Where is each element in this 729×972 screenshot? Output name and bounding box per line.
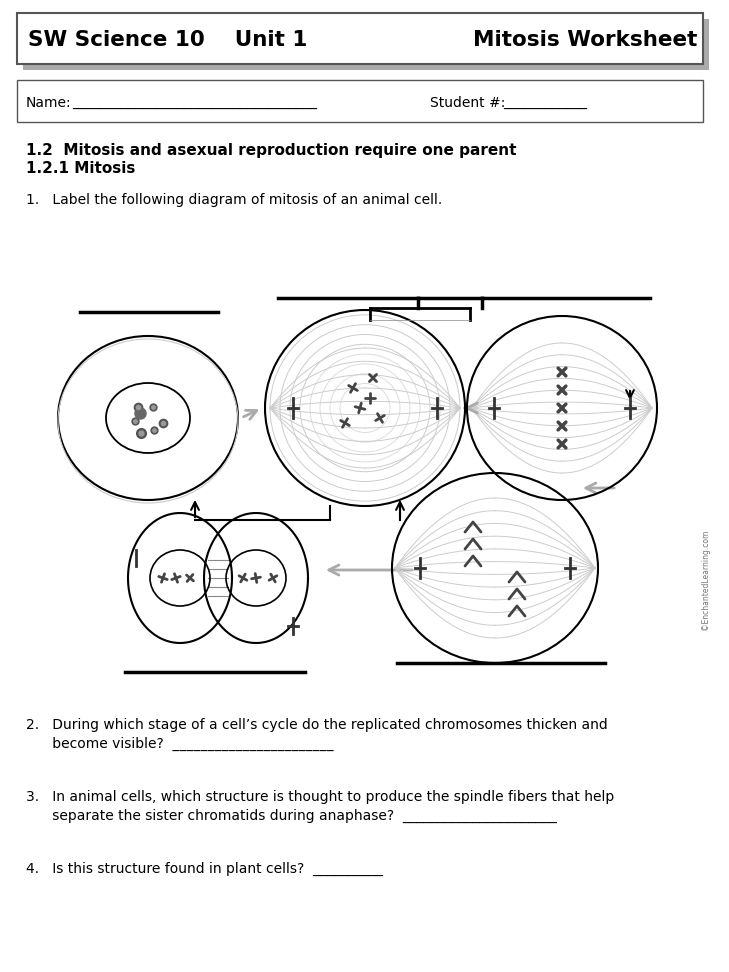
Text: 2.   During which stage of a cell’s cycle do the replicated chromosomes thicken : 2. During which stage of a cell’s cycle … [26,718,608,732]
Text: Student #:: Student #: [430,96,505,110]
Text: become visible?  _______________________: become visible? _______________________ [26,737,333,751]
Text: Mitosis Worksheet: Mitosis Worksheet [472,30,697,50]
Text: 4.   Is this structure found in plant cells?  __________: 4. Is this structure found in plant cell… [26,862,383,876]
Text: 1.   Label the following diagram of mitosis of an animal cell.: 1. Label the following diagram of mitosi… [26,193,443,207]
Text: 1.2  Mitosis and asexual reproduction require one parent: 1.2 Mitosis and asexual reproduction req… [26,143,517,158]
Text: separate the sister chromatids during anaphase?  ______________________: separate the sister chromatids during an… [26,809,557,823]
Text: ____________: ____________ [503,96,587,110]
FancyBboxPatch shape [17,13,703,64]
Text: ___________________________________: ___________________________________ [72,96,317,110]
Text: Name:: Name: [26,96,71,110]
Text: 3.   In animal cells, which structure is thought to produce the spindle fibers t: 3. In animal cells, which structure is t… [26,790,615,804]
Text: 1.2.1 Mitosis: 1.2.1 Mitosis [26,161,136,176]
FancyBboxPatch shape [23,19,709,70]
Text: ©EnchantedLearning.com: ©EnchantedLearning.com [701,530,711,630]
FancyBboxPatch shape [17,80,703,122]
Text: SW Science 10    Unit 1: SW Science 10 Unit 1 [28,30,308,50]
